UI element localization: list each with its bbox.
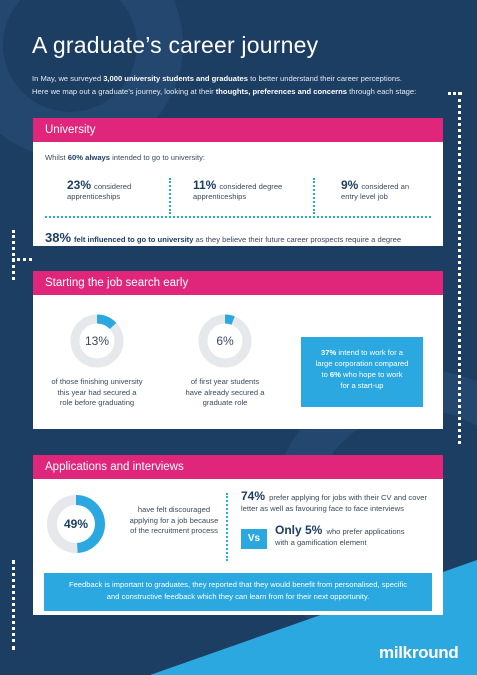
donut-arc-discouraged (47, 495, 105, 553)
vs-badge: Vs (241, 529, 267, 549)
university-lead: Whilst 60% always intended to go to univ… (45, 153, 205, 162)
cv-preference-text: 74% prefer applying for jobs with their … (241, 489, 428, 513)
feedback-callout: Feedback is important to graduates, they… (44, 573, 432, 611)
donut-label: 49% (63, 517, 89, 531)
dotted-connector (12, 258, 32, 261)
section-heading-job-search: Starting the job search early (33, 271, 443, 295)
dotted-connector (458, 92, 461, 444)
page-title: A graduate’s career journey (32, 32, 319, 58)
milkround-logo: milkround (379, 643, 459, 662)
donut-caption: of first year students have already secu… (185, 377, 265, 407)
stat-degree-apprenticeships: 11% considered degree apprenticeships (193, 178, 283, 201)
stat-entry-level: 9% considered an entry level job (341, 178, 410, 201)
intro-text: In May, we surveyed 3,000 university stu… (32, 74, 417, 96)
section-heading-applications: Applications and interviews (33, 455, 443, 479)
donut-chart-discouraged (47, 495, 105, 553)
university-panel: Whilst 60% always intended to go to univ… (33, 142, 443, 246)
discouraged-text: have felt discouraged applying for a job… (129, 505, 219, 535)
donut-arc-graduating (70, 314, 124, 368)
stat-apprenticeships: 23% considered apprenticeships (67, 178, 132, 201)
dotted-connector (448, 92, 462, 95)
donut-caption: of those finishing university this year … (51, 377, 143, 407)
dotted-connector (12, 560, 15, 650)
donut-arc-first-year (198, 314, 252, 368)
dotted-connector (12, 230, 15, 280)
corporation-vs-startup-box: 37% intend to work for a large corporati… (301, 337, 423, 407)
section-heading-university: University (33, 118, 443, 142)
gamification-text: Only 5% who prefer applications with a g… (275, 523, 405, 547)
donut-chart-graduating (70, 314, 124, 368)
donut-label: 13% (84, 334, 110, 348)
donut-chart-first-year (198, 314, 252, 368)
donut-label: 6% (216, 334, 234, 348)
university-footer: 38% felt influenced to go to university a… (45, 230, 402, 245)
dotted-divider (169, 178, 171, 214)
job-search-panel: 13% of those finishing university this y… (33, 295, 443, 429)
dotted-divider (313, 178, 315, 214)
dotted-divider (226, 493, 228, 561)
dotted-divider (45, 216, 431, 218)
